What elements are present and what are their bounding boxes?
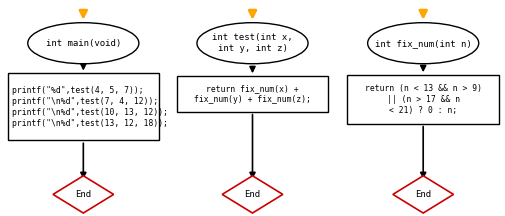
Text: int main(void): int main(void) [45, 39, 121, 48]
FancyBboxPatch shape [8, 73, 159, 140]
Text: printf("%d",test(4, 5, 7));
printf("\n%d",test(7, 4, 12));
printf("\n%d",test(10: printf("%d",test(4, 5, 7)); printf("\n%d… [12, 86, 168, 128]
Text: return (n < 13 && n > 9)
|| (n > 17 && n
< 21) ? 0 : n;: return (n < 13 && n > 9) || (n > 17 && n… [365, 84, 482, 115]
FancyBboxPatch shape [347, 75, 499, 124]
Ellipse shape [368, 23, 479, 64]
Polygon shape [53, 176, 114, 213]
Polygon shape [222, 176, 283, 213]
Text: return fix_num(x) +
fix_num(y) + fix_num(z);: return fix_num(x) + fix_num(y) + fix_num… [194, 84, 311, 104]
Text: End: End [244, 190, 261, 199]
Text: int fix_num(int n): int fix_num(int n) [375, 39, 472, 48]
Polygon shape [393, 176, 453, 213]
FancyBboxPatch shape [177, 76, 328, 112]
Text: End: End [415, 190, 431, 199]
Text: int test(int x,
int y, int z): int test(int x, int y, int z) [212, 33, 293, 53]
Text: End: End [75, 190, 91, 199]
Ellipse shape [28, 23, 139, 64]
Ellipse shape [197, 23, 308, 64]
